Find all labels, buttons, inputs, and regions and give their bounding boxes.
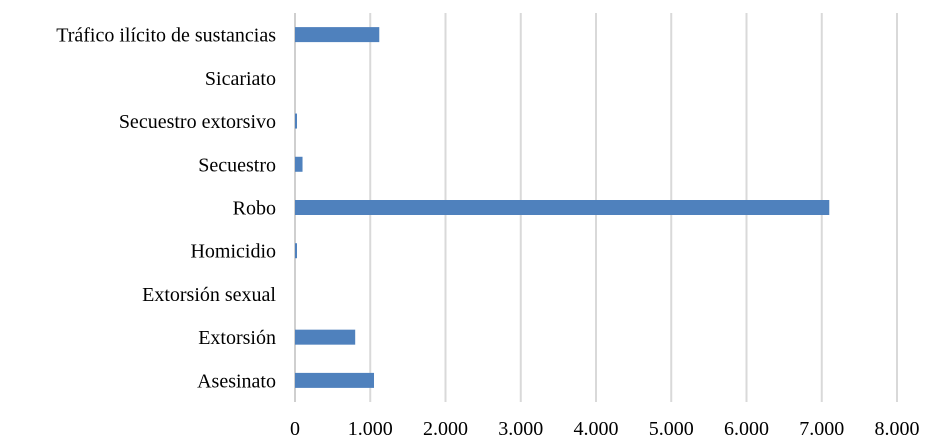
x-tick-label: 1.000 xyxy=(348,418,393,439)
x-tick-label: 0 xyxy=(290,418,300,439)
x-tick-label: 4.000 xyxy=(574,418,619,439)
category-labels: Asesinato Extorsión Extorsión sexual Homici… xyxy=(56,25,276,393)
bar-1 xyxy=(295,329,356,345)
category-label: Secuestro extorsivo xyxy=(119,111,276,133)
x-tick-label: 2.000 xyxy=(423,418,468,439)
x-tick-labels: 0 1.000 2.000 3.000 4.000 5.000 6.000 7.000 8.00… xyxy=(290,418,920,439)
category-label: Homicidio xyxy=(190,241,276,263)
x-tick-label: 3.000 xyxy=(498,418,543,439)
category-label: Robo xyxy=(233,198,276,220)
bar-0 xyxy=(295,372,375,388)
bars xyxy=(295,27,830,388)
category-label: Sicariato xyxy=(205,68,276,90)
bar-3 xyxy=(295,243,297,259)
bar-8 xyxy=(295,27,380,43)
category-label: Asesinato xyxy=(197,370,276,392)
x-tick-label: 5.000 xyxy=(649,418,694,439)
bar-5 xyxy=(295,156,303,172)
category-label: Secuestro xyxy=(198,154,276,176)
category-label: Tráfico ilícito de sustancias xyxy=(56,25,276,47)
category-label: Extorsión xyxy=(198,327,276,349)
category-label: Extorsión sexual xyxy=(142,284,276,306)
x-tick-label: 6.000 xyxy=(724,418,769,439)
x-tick-label: 7.000 xyxy=(799,418,844,439)
bar-4 xyxy=(295,200,830,215)
bar-6 xyxy=(295,113,297,129)
x-tick-label: 8.000 xyxy=(875,418,920,439)
